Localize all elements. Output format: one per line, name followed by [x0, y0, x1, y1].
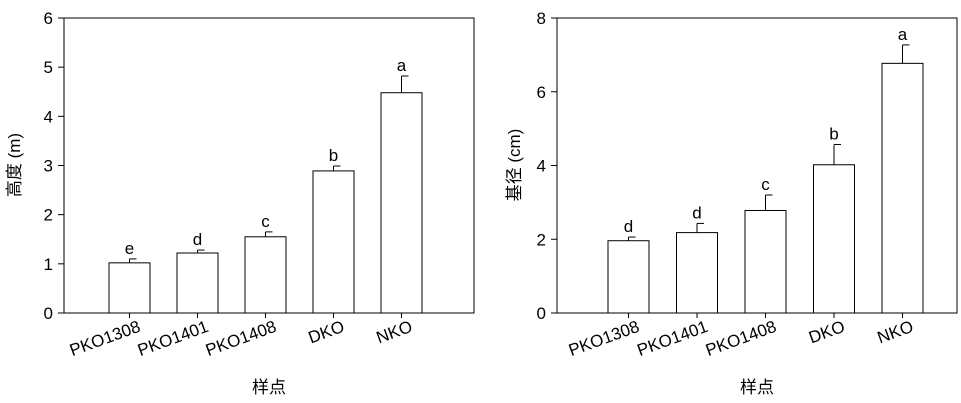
- y-tick-label: 2: [44, 206, 53, 225]
- significance-label: e: [125, 239, 134, 258]
- y-tick-label: 8: [537, 9, 546, 28]
- y-tick-label: 4: [537, 157, 546, 176]
- bar-nko: [380, 92, 423, 314]
- significance-label: c: [261, 212, 270, 231]
- y-tick-label: 0: [44, 304, 53, 323]
- y-tick-label: 6: [537, 83, 546, 102]
- significance-label: b: [829, 124, 838, 143]
- bar-pko1308: [108, 262, 151, 314]
- x-axis-label: 样点: [252, 378, 286, 397]
- significance-label: d: [193, 230, 202, 249]
- significance-label: a: [898, 25, 908, 44]
- x-tick-label: PKO1401: [635, 317, 711, 360]
- y-tick-label: 4: [44, 107, 53, 126]
- x-tick-label: PKO1408: [703, 317, 779, 360]
- bar-nko: [881, 62, 924, 314]
- bar-pko1308: [607, 240, 650, 314]
- chart-panel-height: 高度 (m) 样点 0 1 2 3 4 5 6 e PKO1308 d PKO1401 c PKO140…: [5, 9, 475, 397]
- x-tick-label: NKO: [875, 317, 916, 347]
- y-tick-label: 3: [44, 157, 53, 176]
- y-tick-label: 1: [44, 255, 53, 274]
- x-tick-label: NKO: [374, 317, 415, 347]
- bar-pko1408: [744, 209, 787, 314]
- x-axis-label: 样点: [740, 378, 774, 397]
- significance-label: b: [329, 146, 338, 165]
- bar-dko: [813, 164, 855, 314]
- bar-dko: [312, 170, 355, 314]
- y-tick-label: 0: [537, 304, 546, 323]
- y-tick-label: 5: [44, 58, 53, 77]
- bar-pko1401: [176, 252, 219, 314]
- bar-pko1401: [676, 232, 718, 314]
- significance-label: d: [624, 217, 633, 236]
- x-tick-label: DKO: [806, 317, 847, 347]
- x-tick-label: PKO1401: [135, 317, 211, 360]
- y-axis-label: 高度 (m): [5, 133, 24, 197]
- significance-label: c: [761, 175, 770, 194]
- x-tick-label: PKO1408: [203, 317, 279, 360]
- x-tick-label: PKO1308: [67, 317, 143, 360]
- chart-panel-diameter: 基径 (cm) 样点 0 2 4 6 8 d PKO1308 d PKO1401 c PKO1408…: [505, 9, 958, 397]
- x-tick-label: DKO: [306, 317, 347, 347]
- bar-pko1408: [244, 236, 287, 314]
- y-axis-label: 基径 (cm): [505, 129, 524, 202]
- x-tick-label: PKO1308: [566, 317, 642, 360]
- significance-label: d: [692, 203, 701, 222]
- y-tick-label: 6: [44, 9, 53, 28]
- y-tick-label: 2: [537, 230, 546, 249]
- significance-label: a: [397, 56, 407, 75]
